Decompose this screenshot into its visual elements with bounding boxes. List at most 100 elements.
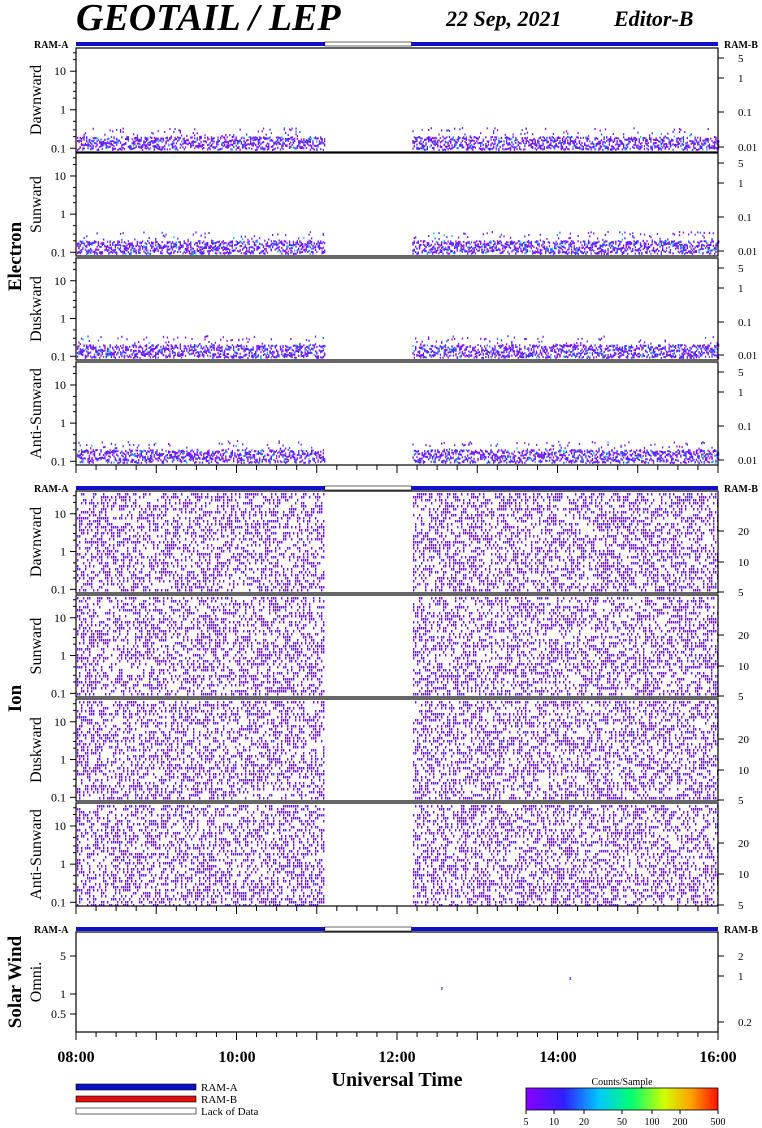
spectrogram-cell: [502, 247, 504, 250]
spectrogram-cell: [90, 251, 92, 254]
spectrogram-cell: [503, 235, 505, 238]
spectrogram-cell: [444, 346, 447, 349]
spectrogram-cell: [645, 251, 647, 254]
spectrogram-cell: [123, 251, 126, 253]
spectrogram-cell: [455, 242, 457, 245]
spectrogram-cell: [456, 356, 458, 359]
spectrogram-cell: [424, 344, 426, 347]
spectrogram-cell: [507, 244, 509, 246]
spectrogram-cell: [226, 244, 228, 247]
spectrogram-cell: [279, 241, 282, 244]
spectrogram-cell: [430, 247, 432, 250]
spectrogram-cell: [422, 141, 425, 143]
spectrogram-cell: [160, 351, 162, 354]
spectrogram-cell: [145, 344, 148, 347]
spectrogram-cell: [164, 144, 166, 147]
spectrogram-cell: [452, 136, 454, 139]
spectrogram-cell: [450, 140, 452, 143]
spectrogram-cell: [255, 136, 257, 139]
spectrogram-cell: [192, 132, 194, 135]
spectrogram-cell: [695, 140, 698, 143]
spectrogram-cell: [151, 241, 153, 244]
spectrogram-cell: [272, 242, 274, 245]
spectrogram-cell: [179, 136, 181, 139]
spectrogram-cell: [665, 143, 668, 146]
spectrogram-cell: [482, 143, 484, 146]
spectrogram-cell: [170, 242, 172, 245]
spectrogram-cell: [257, 347, 259, 350]
spectrogram-cell: [171, 141, 174, 143]
panel-data: [77, 335, 720, 359]
spectrogram-cell: [303, 142, 305, 144]
spectrogram-cell: [252, 250, 254, 253]
spectrogram-cell: [99, 145, 101, 148]
spectrogram-cell: [707, 248, 709, 251]
spectrogram-cell: [86, 350, 88, 353]
spectrogram-cell: [274, 147, 276, 150]
spectrogram-cell: [610, 138, 612, 140]
spectrogram-cell: [689, 140, 691, 142]
spectrogram-cell: [131, 142, 133, 145]
spectrogram-cell: [203, 143, 205, 146]
spectrogram-cell: [285, 353, 287, 356]
spectrogram-cell: [629, 243, 631, 246]
spectrogram-cell: [507, 250, 509, 253]
spectrogram-cell: [166, 344, 168, 347]
spectrogram-cell: [504, 242, 506, 245]
spectrogram-cell: [598, 252, 600, 255]
spectrogram-cell: [135, 251, 137, 254]
spectrogram-cell: [578, 146, 581, 149]
spectrogram-cell: [298, 144, 300, 147]
spectrogram-cell: [311, 352, 313, 355]
spectrogram-cell: [482, 147, 484, 150]
spectrogram-cell: [482, 250, 484, 253]
spectrogram-cell: [312, 141, 314, 144]
spectrogram-cell: [446, 251, 448, 254]
spectrogram-cell: [532, 244, 534, 247]
spectrogram-cell: [706, 241, 708, 244]
spectrogram-cell: [77, 351, 79, 354]
spectrogram-cell: [101, 252, 103, 255]
spectrogram-cell: [469, 250, 471, 253]
spectrogram-cell: [307, 350, 309, 353]
spectrogram-cell: [511, 240, 513, 243]
spectrogram-cell: [473, 241, 475, 244]
spectrogram-cell: [649, 235, 651, 238]
spectrogram-cell: [477, 138, 479, 141]
spectrogram-cell: [247, 143, 249, 146]
spectrogram-cell: [282, 242, 284, 245]
spectrogram-cell: [485, 251, 487, 254]
spectrogram-cell: [429, 347, 431, 350]
spectrogram-cell: [639, 233, 642, 236]
spectrogram-cell: [431, 240, 434, 243]
spectrogram-cell: [477, 142, 479, 145]
spectrogram-cell: [693, 145, 695, 148]
spectrogram-cell: [113, 145, 115, 148]
spectrogram-cell: [535, 144, 538, 147]
spectrogram-cell: [93, 353, 96, 356]
spectrogram-cell: [110, 246, 113, 249]
spectrogram-cell: [312, 143, 314, 146]
spectrogram-cell: [134, 247, 136, 250]
spectrogram-cell: [220, 148, 222, 151]
spectrogram-cell: [677, 136, 679, 139]
spectrogram-cell: [191, 348, 193, 351]
spectrogram-cell: [313, 345, 315, 348]
spectrogram-cell: [559, 141, 561, 144]
spectrogram-cell: [469, 246, 471, 249]
spectrogram-cell: [322, 148, 324, 151]
spectrogram-cell: [504, 133, 506, 136]
spectrogram-cell: [123, 245, 126, 248]
spectrogram-cell: [420, 347, 422, 350]
spectrogram-cell: [234, 142, 236, 145]
spectrogram-cell: [664, 243, 666, 246]
spectrogram-cell: [314, 355, 317, 358]
spectrogram-cell: [444, 145, 447, 148]
spectrogram-cell: [426, 351, 428, 354]
spectrogram-cell: [178, 129, 180, 132]
spectrogram-cell: [317, 137, 319, 140]
spectrogram-cell: [464, 349, 466, 352]
spectrogram-cell: [161, 231, 163, 234]
spectrogram-cell: [135, 139, 137, 142]
